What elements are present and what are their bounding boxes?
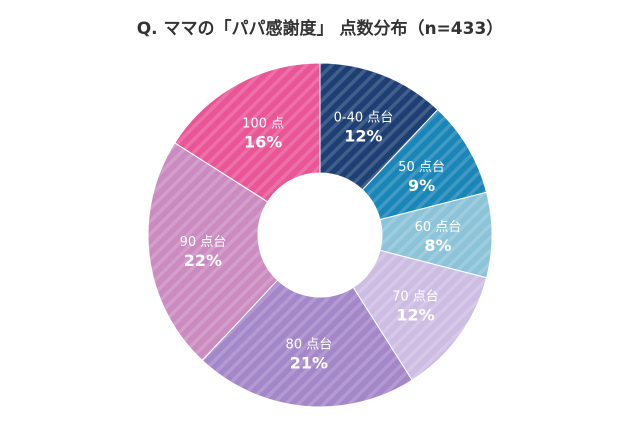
slice-label-5: 90 点台	[180, 235, 227, 250]
slices-layer	[147, 62, 493, 408]
slice-label-4: 80 点台	[286, 337, 333, 352]
slice-value-1: 9%	[408, 176, 435, 195]
slice-label-2: 60 点台	[415, 220, 462, 235]
slice-label-0: 0-40 点台	[334, 110, 394, 125]
slice-label-1: 50 点台	[398, 160, 445, 175]
slice-value-2: 8%	[424, 236, 451, 255]
slice-value-6: 16%	[244, 133, 282, 152]
slice-value-3: 12%	[396, 305, 434, 324]
chart-title: Q. ママの「パパ感謝度」 点数分布（n=433）	[137, 18, 504, 39]
slice-value-5: 22%	[184, 251, 222, 270]
slice-value-4: 21%	[290, 353, 328, 372]
donut-hole	[258, 173, 382, 297]
slice-label-6: 100 点	[242, 117, 284, 132]
slice-label-3: 70 点台	[392, 289, 439, 304]
slice-value-0: 12%	[344, 126, 382, 145]
